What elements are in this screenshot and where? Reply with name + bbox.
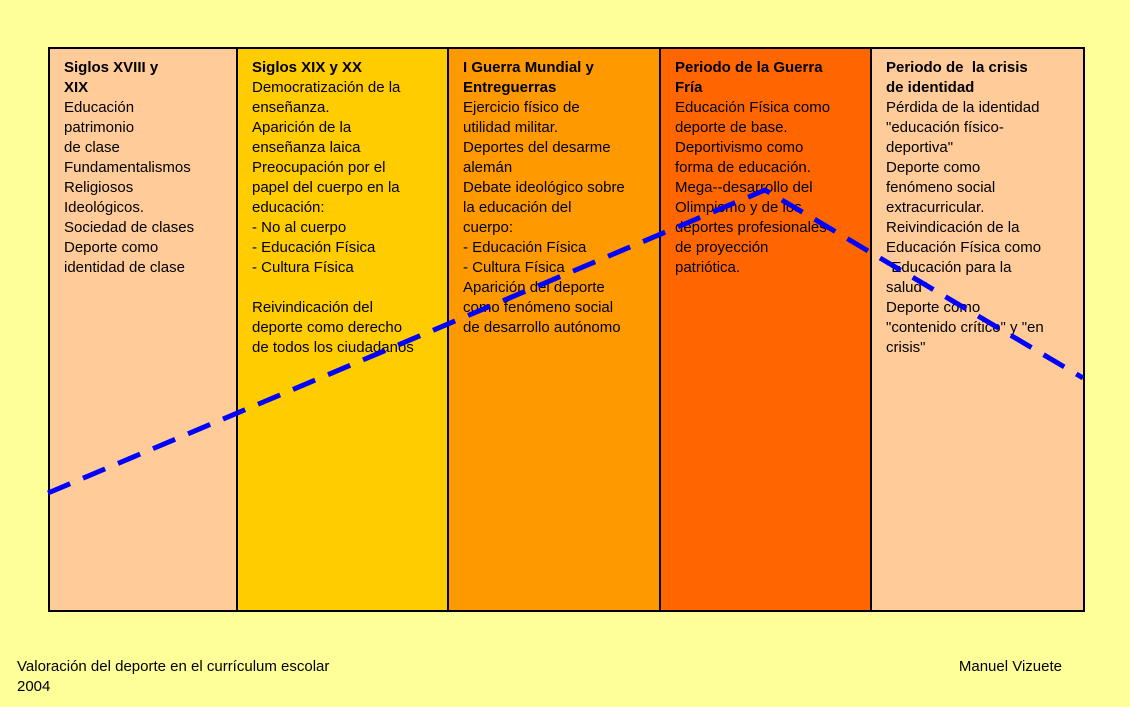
column-text: - Educación Física: [463, 239, 587, 256]
column-title: de identidad: [886, 79, 975, 96]
column-text: patriótica.: [675, 259, 741, 276]
column-title: Siglos XIX y XX: [252, 59, 363, 76]
column-text: - Cultura Física: [252, 259, 354, 276]
column-text: Debate ideológico sobre: [463, 179, 625, 196]
column-text: de clase: [64, 139, 120, 156]
column-text: salud": [886, 279, 928, 296]
spacer: [252, 278, 447, 298]
column-text: Deporte como: [886, 299, 981, 316]
column-text: de desarrollo autónomo: [463, 319, 621, 336]
column-text: deportiva": [886, 139, 954, 156]
column-text: alemán: [463, 159, 513, 176]
column-text: - No al cuerpo: [252, 219, 347, 236]
column-title: Fría: [675, 79, 703, 96]
column-text: Deporte como: [886, 159, 981, 176]
column-text: Aparición del deporte: [463, 279, 605, 296]
column-text: Olimpismo y de los: [675, 199, 802, 216]
column-text: Preocupación por el: [252, 159, 386, 176]
column-text: - Cultura Física: [463, 259, 565, 276]
column-text: forma de educación.: [675, 159, 811, 176]
column-text: Mega--desarrollo del: [675, 179, 813, 196]
footer-title: Valoración del deporte en el currículum …: [17, 658, 330, 675]
column: Periodo de la Guerra Fría Educación Física…: [659, 47, 872, 612]
footer-year: 2004: [17, 678, 51, 695]
column-text: extracurricular.: [886, 199, 985, 216]
column-title: I Guerra Mundial y: [463, 59, 594, 76]
column-title: Entreguerras: [463, 79, 557, 96]
column-text: "Educación para la: [886, 259, 1012, 276]
column-text: crisis": [886, 339, 926, 356]
column-title: Periodo de la crisis: [886, 59, 1028, 76]
column-text: identidad de clase: [64, 259, 185, 276]
column-text: Deporte como: [64, 239, 159, 256]
column-text: - Educación Física: [252, 239, 376, 256]
column-text: enseñanza laica: [252, 139, 361, 156]
footer-author: Manuel Vizuete: [958, 658, 1062, 675]
column-text: Educación Física como: [675, 99, 831, 116]
column-text: de proyección: [675, 239, 769, 256]
column-text: papel del cuerpo en la: [252, 179, 400, 196]
column-text: enseñanza.: [252, 99, 330, 116]
column-text: utilidad militar.: [463, 119, 559, 136]
column-text: Educación: [64, 99, 135, 116]
column-text: como fenómeno social: [463, 299, 614, 316]
column-text: Ejercicio físico de: [463, 99, 580, 116]
column-text: Reivindicación del: [252, 299, 373, 316]
column-title: XIX: [64, 79, 89, 96]
column-text: Religiosos: [64, 179, 134, 196]
column-text: deporte como derecho: [252, 319, 403, 336]
column-text: la educación del: [463, 199, 572, 216]
column-text: educación:: [252, 199, 325, 216]
column-text: Sociedad de clases: [64, 219, 195, 236]
column-text: "educación físico-: [886, 119, 1004, 136]
column-text: Aparición de la: [252, 119, 352, 136]
column-title: Siglos XVIII y: [64, 59, 159, 76]
column-text: Deportivismo como: [675, 139, 804, 156]
column-text: patrimonio: [64, 119, 135, 136]
column-text: cuerpo:: [463, 219, 514, 236]
column-text: Democratización de la: [252, 79, 401, 96]
column-text: Fundamentalismos: [64, 159, 191, 176]
column-text: Deportes del desarme: [463, 139, 611, 156]
column: I Guerra Mundial y Entreguerras Ejercicio …: [447, 47, 661, 612]
column: Siglos XIX y XX Democratización de la ense…: [236, 47, 449, 612]
column-title: Periodo de la Guerra: [675, 59, 823, 76]
column-text: Pérdida de la identidad: [886, 99, 1040, 116]
column-text: Educación Física como: [886, 239, 1042, 256]
column-text: fenómeno social: [886, 179, 996, 196]
column-text: "contenido crítico" y "en: [886, 319, 1044, 336]
column: Periodo de la crisis de identidad Pérdida …: [870, 47, 1085, 612]
column-text: Reivindicación de la: [886, 219, 1020, 236]
column-text: deporte de base.: [675, 119, 788, 136]
column-text: deportes profesionales: [675, 219, 827, 236]
column-text: Ideológicos.: [64, 199, 145, 216]
column-text: de todos los ciudadanos: [252, 339, 414, 356]
footer-left: Valoración del deporte en el currículum …: [17, 657, 329, 697]
column: Siglos XVIII y XIX Educación patrimonio de c…: [48, 47, 238, 612]
